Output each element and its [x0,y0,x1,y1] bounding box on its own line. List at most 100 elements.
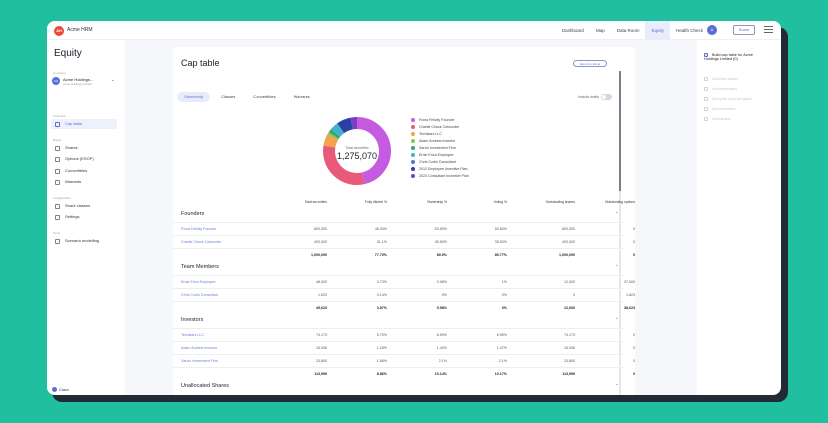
legend-item: 2023 Consultant Incentive Plan [411,173,469,180]
column-header[interactable]: Total securities [304,200,327,204]
column-header[interactable]: Fully diluted % [364,200,387,204]
onboarding-step[interactable]: Add shareholders [704,87,766,95]
holder-name-link[interactable]: Sara's Investment Firm [181,359,218,363]
scrollbar-thumb[interactable] [619,71,621,191]
holder-name-link[interactable]: Adam Andrew Investor [181,346,218,350]
donut-slice-0[interactable] [356,117,391,185]
tab-bar: Ownership Classes Convertibles Warrants [177,92,321,102]
column-header[interactable]: Ownership % [426,200,447,204]
table-row[interactable]: Sara's Investment Firm 23,800 1.86% 2.1% 2.1… [173,354,635,366]
onboarding-heading-text: Build cap table for Acme Holdings Limite… [704,53,753,61]
holder-name-link[interactable]: Fiona Felicity Founder [181,227,217,231]
top-nav: Dashboard Map Data Room Equity Health Check [556,21,709,40]
onboarding-heading[interactable]: Build cap table for Acme Holdings Limite… [704,53,766,61]
sidebar-item-shares[interactable]: Shares [51,143,117,153]
table-cell: 23,800 [564,359,575,363]
section-title: Founders [181,211,205,217]
legend-label: Chris Curtis Consultant [419,160,456,164]
table-row[interactable]: Techstars LLC 74,173 5.70% 6.59% 6.59% 74,173… [173,328,635,340]
tab-ownership[interactable]: Ownership [177,92,211,102]
chevron-down-icon: ⌄ [110,77,115,83]
step-icon [704,87,708,92]
table-row[interactable]: Ernie Erica Employee 48,000 3.73% 0.98% 1% 12… [173,275,635,287]
onboarding-step[interactable]: Add warrants [704,117,766,125]
scrollbar-track[interactable] [619,71,621,395]
donut-slice-5[interactable] [331,123,345,137]
table-cell: 6.59% [436,333,447,337]
onboarding-step[interactable]: Add convertibles [704,107,766,115]
sidebar-item-convertibles[interactable]: Convertibles [51,166,117,176]
sidebar-item-icon [55,215,60,220]
sidebar-item-label: Options (ESOP) [65,156,94,161]
nav-health-check[interactable]: Health Check [675,28,703,33]
sidebar-item-options-esop[interactable]: Options (ESOP) [51,154,117,164]
legend-swatch [411,118,415,123]
onboarding-step-label: Add share classes [712,77,739,81]
hamburger-menu-icon[interactable] [764,26,773,34]
sidebar: Equity Company AH Acme Holdings... Acme … [47,40,119,395]
total-cell: 89.0% [436,253,447,257]
user-avatar[interactable]: A [707,25,717,35]
company-selector[interactable]: AH Acme Holdings... Acme Holdings Limite… [52,75,118,89]
nav-dashboard[interactable]: Dashboard [561,28,584,33]
chevron-down-icon[interactable]: ⌄ [614,209,619,215]
legend-item: Sara's Investment Firm [411,145,469,152]
table-row[interactable]: Adam Andrew Investor 15,936 1.18% 1.42% 1.47… [173,341,635,353]
donut-center-value: 1,275,070 [336,151,378,161]
sidebar-item-settings[interactable]: Settings [51,212,117,222]
assistant-button[interactable]: Clara [52,387,69,393]
table-row[interactable]: Chris Curtis Consultant 1,623 0.14% 0% 0% 0 1,… [173,288,635,300]
chevron-down-icon[interactable]: ⌄ [614,381,619,387]
sidebar-item-share-classes[interactable]: Share classes [51,201,117,211]
column-header[interactable]: Outstanding options [604,200,635,204]
share-button[interactable]: Share [733,25,755,35]
brand-logo[interactable]: AH [54,26,64,36]
column-header[interactable]: Voting % [493,200,507,204]
include-drafts-toggle[interactable] [601,94,612,100]
table-row[interactable]: Charlie Chuck Cofounder 400,000 31.1% 35.50… [173,235,635,247]
sidebar-item-label: Settings [65,214,80,219]
holder-name-link[interactable]: Ernie Erica Employee [181,280,216,284]
brand-name[interactable]: Acme HRM [67,27,93,33]
holder-name-link[interactable]: Charlie Chuck Cofounder [181,240,222,244]
sidebar-item-icon [55,145,60,151]
onboarding-step[interactable]: Add share classes [704,77,766,85]
section-title: Team Members [181,264,219,270]
nav-equity[interactable]: Equity [645,21,670,40]
tab-classes[interactable]: Classes [221,94,236,99]
legend-swatch [411,132,415,137]
export-button[interactable]: Export to Excel [573,60,607,67]
legend-item: Ernie Erica Employee [411,152,469,159]
holder-name-link[interactable]: Chris Curtis Consultant [181,293,218,297]
section-title: Investors [181,317,204,323]
column-header[interactable]: Outstanding shares [545,200,575,204]
chevron-down-icon[interactable]: ⌄ [614,262,619,268]
page-title: Cap table [181,58,220,68]
legend-swatch [411,139,415,144]
company-label: Company [53,71,66,75]
total-cell: 0.98% [436,306,447,310]
sidebar-item-warrants[interactable]: Warrants [51,177,117,187]
table-cell: 0.14% [376,293,387,297]
donut-slice-7[interactable] [337,117,354,134]
donut-slice-2[interactable] [323,134,338,148]
table-cell: 1,623 [318,293,327,297]
sidebar-section-label: Tools [53,230,61,235]
onboarding-step-label: Add warrants [712,117,731,121]
donut-slice-4[interactable] [328,129,341,139]
chevron-down-icon[interactable]: ⌄ [614,315,619,321]
tab-warrants[interactable]: Warrants [293,94,310,99]
donut-slice-1[interactable] [323,145,365,185]
company-subtitle: Acme Holdings Limited [63,82,92,86]
holder-name-link[interactable]: Techstars LLC [181,333,204,337]
nav-map[interactable]: Map [595,28,605,33]
table-row[interactable]: Fiona Felicity Founder 600,000 46.40% 53.50… [173,222,635,234]
sidebar-item-scenario-modelling[interactable]: Scenario modelling [51,236,117,246]
onboarding-step[interactable]: Add option pools and grants [704,97,766,105]
table-cell: 0.98% [436,280,447,284]
table-cell: 23,800 [316,359,327,363]
nav-data-room[interactable]: Data Room [616,28,640,33]
donut-slice-3[interactable] [327,132,339,141]
sidebar-item-cap-table[interactable]: Cap table [51,119,117,129]
tab-convertibles[interactable]: Convertibles [253,94,276,99]
